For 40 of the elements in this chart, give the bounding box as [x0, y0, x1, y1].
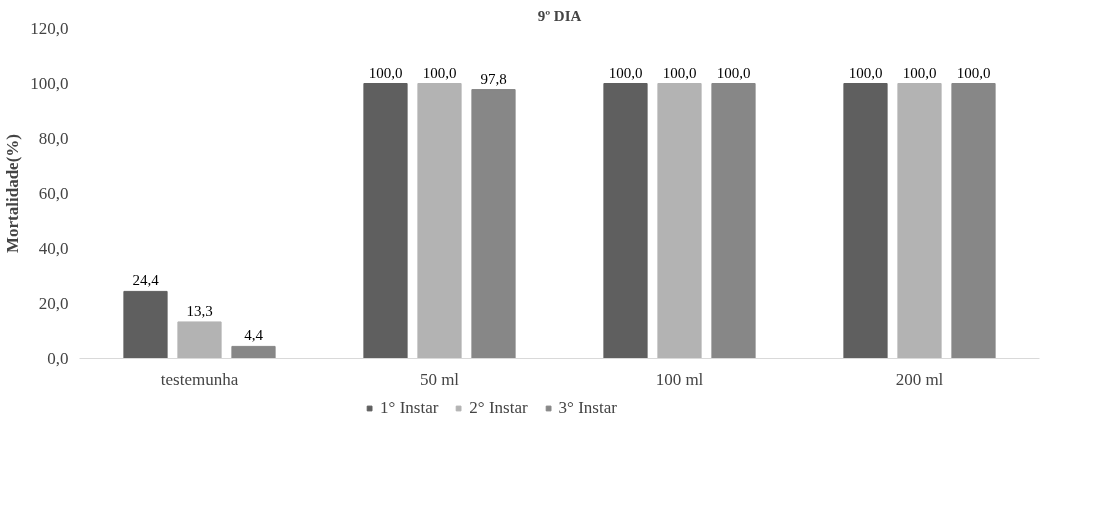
x-tick-label: 200 ml: [895, 369, 944, 389]
bar: [603, 83, 648, 359]
y-tick-label: 0,0: [47, 349, 69, 368]
data-label: 100,0: [662, 64, 697, 81]
x-tick-label: 50 ml: [419, 369, 460, 389]
y-tick-label: 60,0: [38, 184, 69, 203]
data-label: 100,0: [422, 64, 457, 81]
data-label: 100,0: [902, 64, 937, 81]
chart-title: 9º DIA: [537, 7, 582, 24]
data-label: 100,0: [608, 64, 643, 81]
data-label: 100,0: [368, 64, 403, 81]
bar: [951, 83, 996, 359]
y-tick-label: 120,0: [30, 19, 69, 38]
data-label: 100,0: [716, 64, 751, 81]
data-label: 24,4: [132, 272, 160, 289]
bar: [123, 290, 168, 359]
bar: [177, 321, 222, 359]
data-label: 100,0: [848, 64, 883, 81]
legend-label: 1° Instar: [380, 398, 439, 418]
data-label: 13,3: [186, 302, 213, 319]
legend-label: 3° Instar: [558, 398, 617, 418]
bar: [417, 83, 462, 359]
legend-label: 2° Instar: [469, 398, 528, 418]
y-tick-label: 20,0: [38, 294, 69, 313]
y-tick-label: 100,0: [30, 74, 69, 93]
data-label: 4,4: [244, 327, 264, 344]
bar: [363, 83, 408, 359]
bar: [471, 89, 516, 359]
y-tick-label: 80,0: [38, 129, 69, 148]
data-label: 100,0: [956, 64, 991, 81]
y-tick-label: 40,0: [38, 239, 69, 258]
y-axis-title: Mortalidade(%): [3, 134, 23, 253]
data-label: 97,8: [480, 70, 507, 87]
bar: [231, 345, 276, 359]
x-tick-label: testemunha: [160, 369, 239, 389]
bar: [843, 83, 888, 359]
bar: [657, 83, 702, 359]
bar: [711, 83, 756, 359]
x-tick-label: 100 ml: [655, 369, 704, 389]
bar: [897, 83, 942, 359]
